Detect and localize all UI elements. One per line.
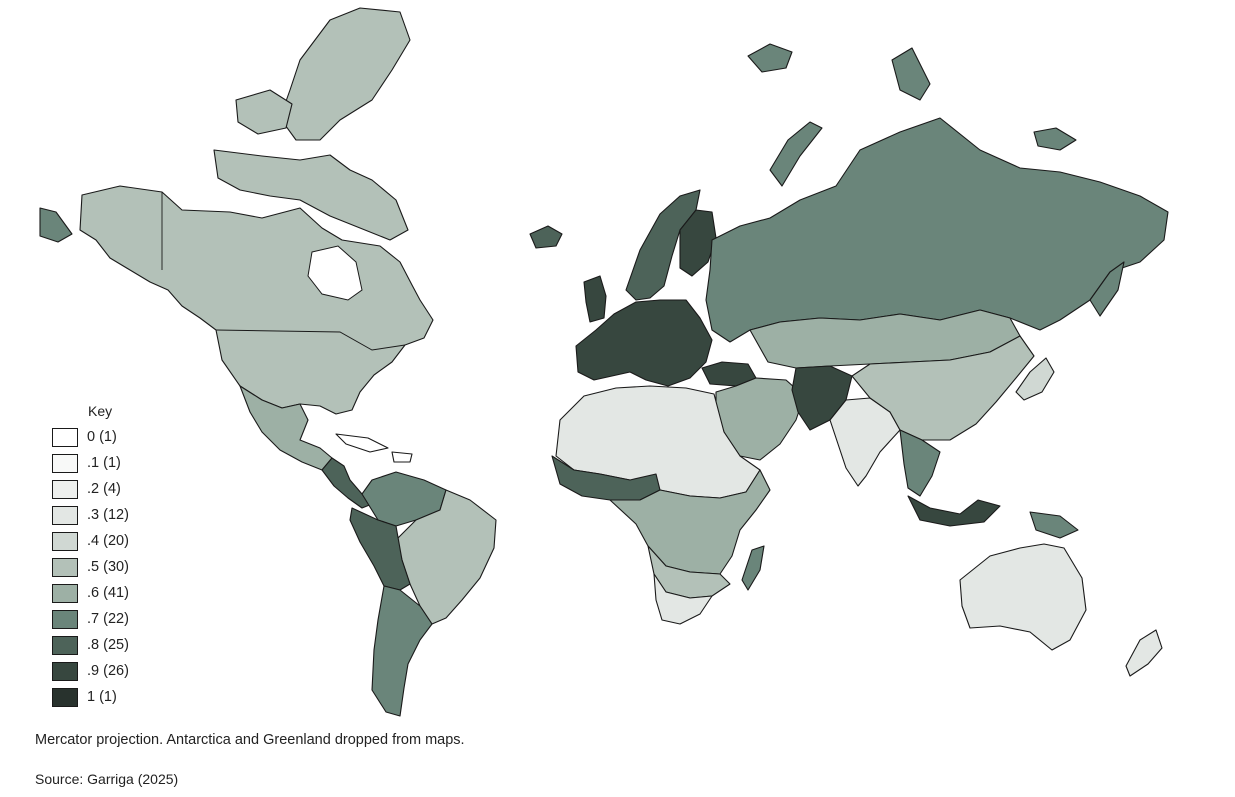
- japan: [1015, 357, 1055, 401]
- legend-item: 0 (1): [52, 424, 129, 450]
- legend-label: .7 (22): [87, 611, 129, 627]
- legend-label: 0 (1): [87, 429, 117, 445]
- legend-label: .9 (26): [87, 663, 129, 679]
- alaska-west: [39, 207, 73, 243]
- novaya-zemlya: [769, 121, 823, 187]
- china: [851, 335, 1035, 441]
- legend-label: .5 (30): [87, 559, 129, 575]
- canada-arctic-islands-3: [235, 89, 293, 135]
- legend-label: .1 (1): [87, 455, 121, 471]
- legend-item: .8 (25): [52, 632, 129, 658]
- legend-label: 1 (1): [87, 689, 117, 705]
- legend-swatch: [52, 479, 78, 499]
- new-zealand: [1125, 629, 1163, 677]
- legend-swatch: [52, 583, 78, 603]
- indonesia: [907, 495, 1001, 527]
- legend-swatch: [52, 609, 78, 629]
- legend-item: .5 (30): [52, 554, 129, 580]
- central-america-region: [321, 457, 373, 509]
- new-guinea: [1029, 511, 1079, 539]
- legend-rows: 0 (1) .1 (1) .2 (4) .3 (12) .4 (20) .5 (30) .6…: [52, 424, 129, 710]
- legend-swatch: [52, 661, 78, 681]
- legend-label: .2 (4): [87, 481, 121, 497]
- legend-label: .3 (12): [87, 507, 129, 523]
- madagascar: [741, 545, 765, 591]
- legend-swatch: [52, 531, 78, 551]
- map-note: Mercator projection. Antarctica and Gree…: [35, 732, 465, 748]
- canada-arctic-islands: [279, 7, 411, 141]
- caribbean-region: [335, 433, 389, 453]
- franz-josef: [891, 47, 931, 101]
- sakhalin-kamchatka: [1089, 261, 1125, 317]
- legend-item: .2 (4): [52, 476, 129, 502]
- legend-swatch: [52, 505, 78, 525]
- legend-item: .4 (20): [52, 528, 129, 554]
- mexico-region: [239, 385, 333, 471]
- map-legend: Key 0 (1) .1 (1) .2 (4) .3 (12) .4 (20) .5 (3…: [52, 403, 129, 710]
- legend-label: .4 (20): [87, 533, 129, 549]
- argentina-chile-region: [371, 585, 433, 717]
- india: [829, 397, 901, 487]
- legend-item: .7 (22): [52, 606, 129, 632]
- uk-ireland: [583, 275, 607, 323]
- hudson-bay: [307, 245, 363, 301]
- canada-arctic-islands-2: [213, 149, 409, 241]
- legend-item: .6 (41): [52, 580, 129, 606]
- legend-label: .8 (25): [87, 637, 129, 653]
- legend-swatch: [52, 687, 78, 707]
- australia: [959, 543, 1087, 651]
- legend-item: .1 (1): [52, 450, 129, 476]
- hispaniola: [391, 451, 413, 463]
- legend-swatch: [52, 557, 78, 577]
- svalbard: [747, 43, 793, 73]
- western-europe-region: [575, 299, 713, 387]
- iceland: [529, 225, 563, 249]
- south-africa: [653, 573, 713, 625]
- legend-swatch: [52, 453, 78, 473]
- legend-item: .9 (26): [52, 658, 129, 684]
- legend-title: Key: [88, 403, 113, 419]
- southeast-asia: [899, 429, 941, 497]
- legend-swatch: [52, 427, 78, 447]
- map-source: Source: Garriga (2025): [35, 771, 179, 787]
- legend-label: .6 (41): [87, 585, 129, 601]
- legend-swatch: [52, 635, 78, 655]
- canada-us-border: [215, 329, 406, 351]
- new-siberian-islands: [1033, 127, 1077, 151]
- legend-item: .3 (12): [52, 502, 129, 528]
- legend-item: 1 (1): [52, 684, 129, 710]
- north-america-region: [79, 185, 434, 415]
